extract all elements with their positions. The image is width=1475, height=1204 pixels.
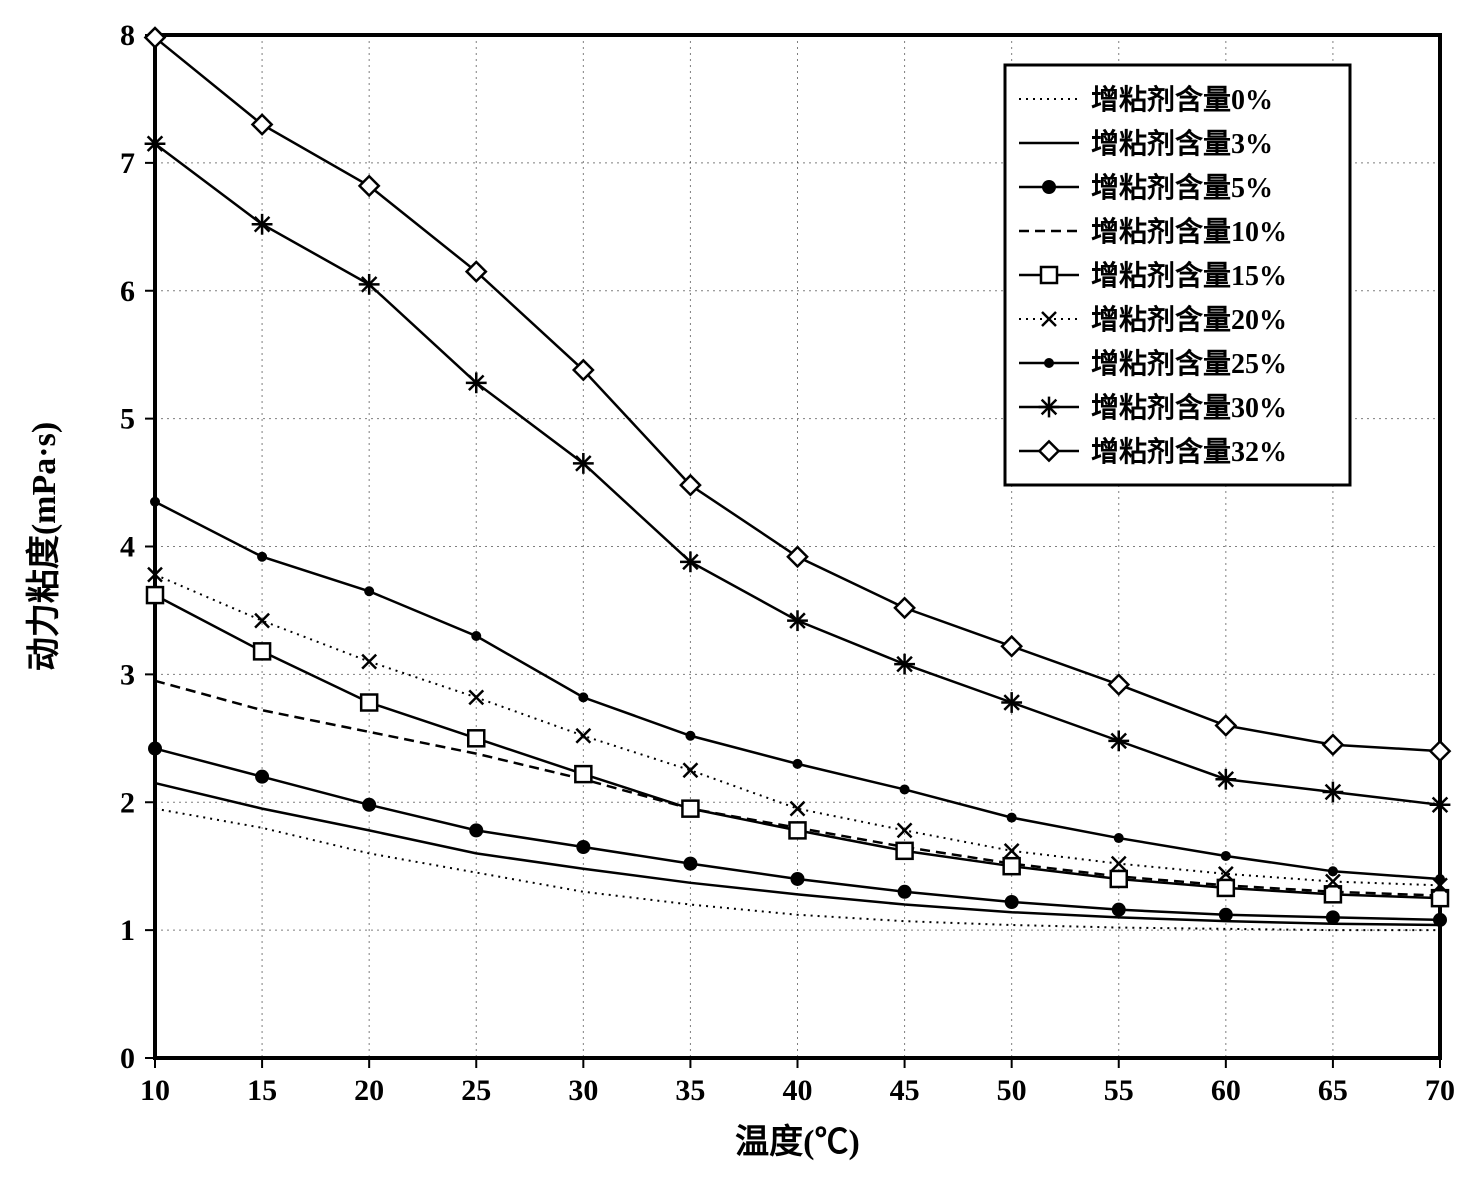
- viscosity-chart: 10152025303540455055606570012345678温度(℃)…: [0, 0, 1475, 1204]
- svg-text:4: 4: [120, 531, 135, 564]
- legend-label-8: 增粘剂含量32%: [1091, 435, 1287, 468]
- legend-label-3: 增粘剂含量10%: [1091, 215, 1287, 248]
- svg-text:40: 40: [783, 1074, 813, 1107]
- svg-text:5: 5: [120, 403, 135, 436]
- legend-label-0: 增粘剂含量0%: [1091, 83, 1273, 116]
- svg-text:60: 60: [1211, 1074, 1241, 1107]
- svg-text:8: 8: [120, 19, 135, 52]
- legend-label-2: 增粘剂含量5%: [1091, 171, 1273, 204]
- svg-text:3: 3: [120, 658, 135, 691]
- svg-text:45: 45: [890, 1074, 920, 1107]
- svg-text:35: 35: [675, 1074, 705, 1107]
- svg-text:65: 65: [1318, 1074, 1348, 1107]
- svg-text:2: 2: [120, 786, 135, 819]
- y-axis-label: 动力粘度(mPa·s): [25, 422, 63, 671]
- svg-text:7: 7: [120, 147, 135, 180]
- legend-label-4: 增粘剂含量15%: [1091, 259, 1287, 292]
- legend-label-7: 增粘剂含量30%: [1091, 391, 1287, 424]
- legend: 增粘剂含量0% 增粘剂含量3% 增粘剂含量5% 增粘剂含量10% 增粘剂含量15% 增粘剂…: [1005, 65, 1350, 485]
- svg-text:50: 50: [997, 1074, 1027, 1107]
- legend-label-5: 增粘剂含量20%: [1091, 303, 1287, 336]
- chart-container: 10152025303540455055606570012345678温度(℃)…: [0, 0, 1475, 1204]
- svg-text:30: 30: [568, 1074, 598, 1107]
- svg-text:6: 6: [120, 275, 135, 308]
- svg-text:20: 20: [354, 1074, 384, 1107]
- svg-text:25: 25: [461, 1074, 491, 1107]
- svg-text:55: 55: [1104, 1074, 1134, 1107]
- legend-label-1: 增粘剂含量3%: [1091, 127, 1273, 160]
- svg-text:0: 0: [120, 1042, 135, 1075]
- svg-text:10: 10: [140, 1074, 170, 1107]
- x-axis-label: 温度(℃): [735, 1123, 860, 1161]
- legend-label-6: 增粘剂含量25%: [1091, 347, 1287, 380]
- svg-text:1: 1: [120, 914, 135, 947]
- svg-text:70: 70: [1425, 1074, 1455, 1107]
- svg-text:15: 15: [247, 1074, 277, 1107]
